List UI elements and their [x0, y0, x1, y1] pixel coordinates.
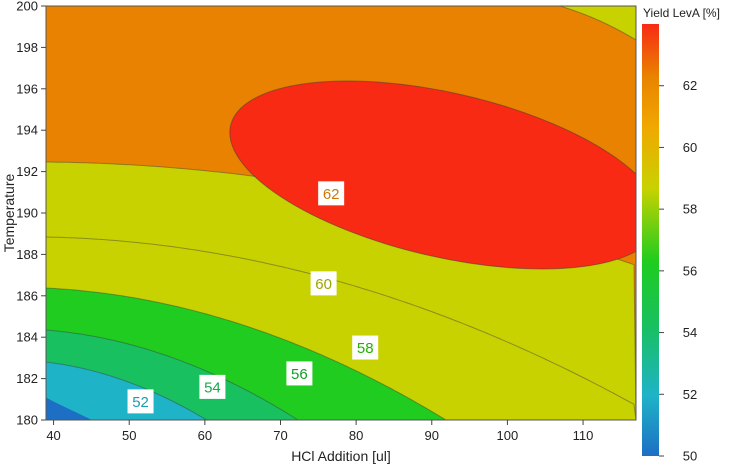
y-tick-label: 180 [16, 413, 38, 428]
x-tick-label: 60 [198, 428, 212, 443]
x-axis-ticks: 40 50 60 70 80 90 100 110 [46, 420, 593, 443]
contour-label-58: 58 [357, 340, 374, 357]
x-tick-label: 50 [122, 428, 136, 443]
y-tick-label: 192 [16, 164, 38, 179]
y-tick-label: 200 [16, 0, 38, 14]
colorbar-tick-label: 52 [683, 387, 697, 402]
x-tick-label: 100 [497, 428, 519, 443]
y-tick-label: 182 [16, 371, 38, 386]
contour-label-62: 62 [323, 186, 340, 203]
y-axis-label: Temperature [1, 173, 17, 252]
colorbar-title: Yield LevA [%] [643, 6, 720, 20]
x-tick-label: 110 [573, 428, 594, 443]
contour-label-box [286, 361, 313, 386]
x-tick-label: 90 [425, 428, 439, 443]
colorbar-tick-label: 54 [683, 325, 697, 340]
y-tick-label: 196 [16, 81, 38, 96]
contour-label-60: 60 [315, 276, 332, 293]
contour-label-56: 56 [291, 366, 308, 383]
contour-label-box [310, 271, 337, 296]
contour-label-52: 52 [132, 394, 149, 411]
x-tick-label: 70 [273, 428, 287, 443]
contour-label-54: 54 [204, 379, 221, 396]
x-tick-label: 80 [349, 428, 363, 443]
y-tick-label: 194 [16, 123, 38, 138]
band-50-52 [46, 398, 92, 420]
band-62-64 [229, 80, 636, 270]
y-tick-label: 186 [16, 288, 38, 303]
contour-labels: 52 54 56 58 60 62 [127, 181, 379, 414]
colorbar-tick-label: 56 [683, 263, 697, 278]
y-tick-label: 188 [16, 247, 38, 262]
colorbar-tick-label: 60 [683, 140, 697, 155]
y-axis-ticks: 180 182 184 186 188 190 192 194 196 198 200 [16, 0, 46, 428]
contour-label-box [352, 335, 379, 360]
colorbar-ticks: 50 52 54 56 58 60 62 [659, 78, 697, 464]
contour-band-2 [46, 329, 636, 420]
colorbar-tick-label: 62 [683, 78, 697, 93]
plot-area [46, 6, 636, 420]
contour-label-box [199, 374, 226, 399]
y-tick-label: 184 [16, 330, 38, 345]
y-tick-label: 198 [16, 40, 38, 55]
x-axis-label: HCl Addition [ul] [291, 448, 391, 464]
colorbar-tick-label: 50 [683, 449, 697, 464]
colorbar-tick-label: 58 [683, 202, 697, 217]
colorbar [642, 24, 659, 456]
contour-label-box [127, 389, 154, 414]
contour-band-1 [46, 361, 636, 420]
contour-label-box [318, 181, 345, 206]
x-tick-label: 40 [46, 428, 60, 443]
y-tick-label: 190 [16, 206, 38, 221]
